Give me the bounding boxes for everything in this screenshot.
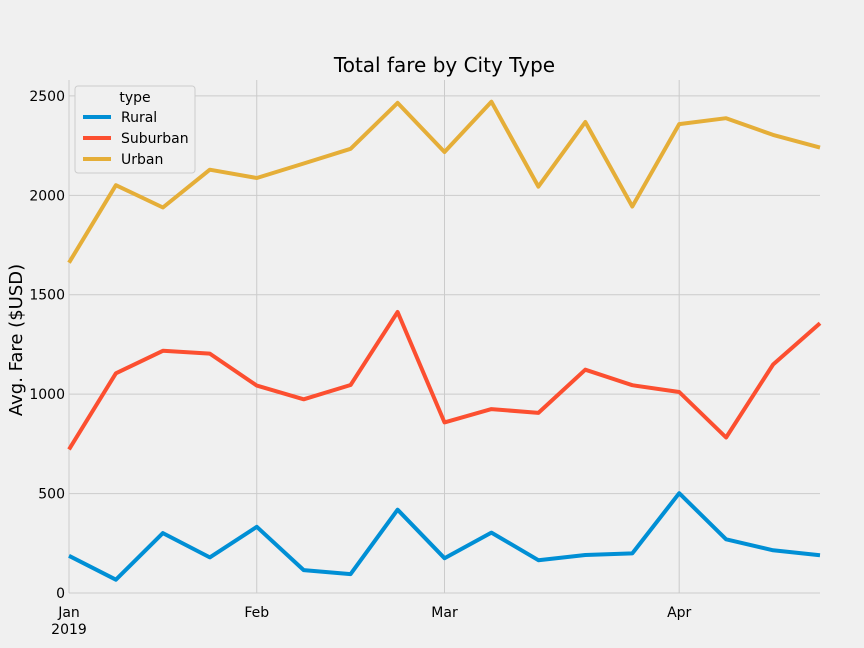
x-tick-labels: Jan Feb Mar Apr 2019: [51, 605, 691, 638]
y-tick-label: 0: [56, 586, 65, 602]
x-tick-label: Jan: [57, 605, 80, 621]
legend-title: type: [119, 90, 150, 106]
y-tick-labels: 0 500 1000 1500 2000 2500: [29, 89, 65, 602]
y-tick-label: 1500: [29, 288, 65, 304]
series-line-suburban: [67, 310, 822, 451]
y-tick-label: 1000: [29, 387, 65, 403]
legend-label-urban: Urban: [121, 152, 163, 168]
x-year-label: 2019: [51, 622, 87, 638]
chart-title: Total fare by City Type: [333, 53, 555, 77]
y-tick-label: 500: [38, 487, 65, 503]
series-line-urban: [67, 99, 821, 264]
y-axis-label: Avg. Fare ($USD): [6, 264, 27, 416]
x-tick-label: Apr: [667, 605, 691, 621]
legend: type Rural Suburban Urban: [74, 85, 196, 174]
y-tick-label: 2500: [29, 89, 65, 105]
series-lines: [67, 99, 822, 582]
grid: [68, 80, 820, 594]
legend-box: [74, 85, 196, 174]
x-tick-label: Mar: [431, 605, 458, 621]
y-tick-label: 2000: [29, 188, 65, 204]
series-line-rural: [68, 491, 821, 582]
legend-label-rural: Rural: [121, 110, 157, 126]
legend-label-suburban: Suburban: [121, 131, 189, 147]
x-tick-label: Feb: [244, 605, 269, 621]
